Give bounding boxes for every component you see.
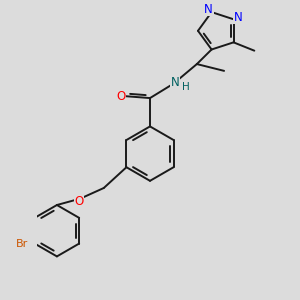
Text: N: N <box>204 3 213 16</box>
Text: N: N <box>234 11 242 24</box>
Text: O: O <box>116 90 125 103</box>
Text: Br: Br <box>16 238 28 249</box>
Text: O: O <box>75 195 84 208</box>
Text: H: H <box>182 82 189 92</box>
Text: N: N <box>171 76 180 89</box>
